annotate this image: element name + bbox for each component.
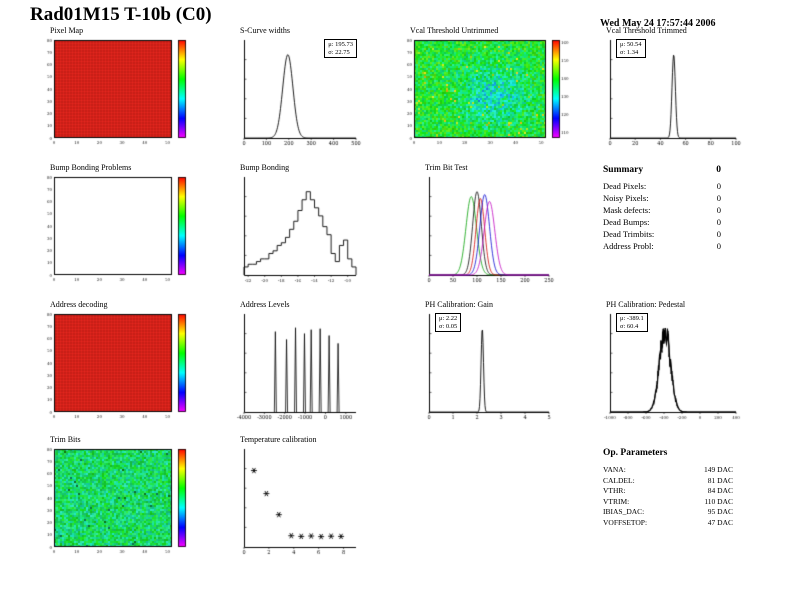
op-value: 81 DAC: [707, 475, 733, 485]
summary-value: 0: [716, 217, 721, 227]
address-levels-canvas: [228, 310, 362, 422]
summary-row-dead-trimbits: Dead Trimbits: 0: [603, 228, 721, 240]
op-label: VTHR:: [603, 486, 626, 495]
address-decoding-canvas: [38, 310, 198, 422]
stats-mu: μ: 195.73: [328, 41, 353, 48]
op-parameters-panel: Op. Parameters VANA: 149 DAC CALDEL: 81 …: [603, 448, 733, 528]
plot-title: Address Levels: [240, 300, 290, 309]
plot-ph-calibration-pedestal: PH Calibration: Pedestal μ: -389.1 σ: 60…: [594, 300, 742, 422]
op-row-vana: VANA: 149 DAC: [603, 465, 733, 476]
op-label: VOFFSETOP:: [603, 517, 648, 527]
op-value: 84 DAC: [707, 486, 733, 495]
timestamp: Wed May 24 17:57:44 2006: [600, 18, 716, 29]
page-title: Rad01M15 T-10b (C0): [30, 4, 212, 25]
plot-title: Temperature calibration: [240, 435, 317, 444]
summary-label: Address Probl:: [603, 241, 654, 251]
vcal-untrimmed-canvas: [398, 36, 572, 148]
summary-label: Noisy Pixels:: [603, 193, 649, 203]
plot-bump-bonding-problems: Bump Bonding Problems: [38, 163, 198, 285]
stats-box: μ: 195.73 σ: 22.75: [324, 39, 357, 58]
summary-value: 0: [716, 193, 721, 203]
summary-row-address-probl: Address Probl: 0: [603, 240, 721, 252]
trim-bits-canvas: [38, 445, 198, 557]
plot-trim-bits: Trim Bits: [38, 435, 198, 557]
summary-row-noisy-pixels: Noisy Pixels: 0: [603, 192, 721, 204]
summary-value: 0: [716, 241, 721, 251]
plot-title: S-Curve widths: [240, 26, 290, 35]
summary-row-dead-pixels: Dead Pixels: 0: [603, 180, 721, 192]
plot-vcal-untrimmed: Vcal Threshold Untrimmed: [398, 26, 572, 148]
op-label: IBIAS_DAC:: [603, 507, 645, 516]
summary-row-mask-defects: Mask defects: 0: [603, 204, 721, 216]
summary-total: 0: [716, 165, 721, 175]
summary-panel: Summary 0 Dead Pixels: 0 Noisy Pixels: 0…: [603, 165, 721, 252]
bump-bonding-problems-canvas: [38, 173, 198, 285]
stats-box: μ: 2.22 σ: 0.05: [435, 313, 462, 332]
summary-value: 0: [716, 181, 721, 191]
stats-box: μ: 50.54 σ: 1.34: [616, 39, 646, 58]
stats-mu: μ: 50.54: [620, 41, 642, 48]
summary-heading: Summary: [603, 165, 644, 175]
op-label: VANA:: [603, 465, 626, 474]
plot-title: Pixel Map: [50, 26, 84, 35]
op-parameters-heading: Op. Parameters: [603, 448, 668, 458]
pixel-map-canvas: [38, 36, 198, 148]
plot-ph-calibration-gain: PH Calibration: Gain μ: 2.22 σ: 0.05: [413, 300, 555, 422]
plot-pixel-map: Pixel Map: [38, 26, 198, 148]
plot-title: Trim Bit Test: [425, 163, 468, 172]
op-row-caldel: CALDEL: 81 DAC: [603, 476, 733, 487]
stats-mu: μ: 2.22: [439, 315, 458, 322]
plot-title: Address decoding: [50, 300, 108, 309]
op-parameters-heading-row: Op. Parameters: [603, 448, 733, 458]
op-label: CALDEL:: [603, 475, 635, 485]
plot-title: PH Calibration: Gain: [425, 300, 493, 309]
stats-sigma: σ: 1.34: [620, 48, 639, 56]
stats-box: μ: -389.1 σ: 60.4: [616, 313, 648, 332]
summary-label: Mask defects:: [603, 205, 651, 215]
plot-title: Bump Bonding: [240, 163, 290, 172]
summary-label: Dead Pixels:: [603, 181, 647, 191]
summary-value: 0: [716, 205, 721, 215]
plot-title: Bump Bonding Problems: [50, 163, 132, 172]
plot-bump-bonding: Bump Bonding: [228, 163, 362, 285]
plot-trim-bit-test: Trim Bit Test: [413, 163, 555, 285]
plot-title: Trim Bits: [50, 435, 81, 444]
plot-address-decoding: Address decoding: [38, 300, 198, 422]
summary-heading-row: Summary 0: [603, 165, 721, 175]
plot-title: PH Calibration: Pedestal: [606, 300, 686, 309]
plot-address-levels: Address Levels: [228, 300, 362, 422]
plot-scurve-widths: S-Curve widths μ: 195.73 σ: 22.75: [228, 26, 362, 148]
summary-label: Dead Trimbits:: [603, 229, 655, 239]
plot-title: Vcal Threshold Trimmed: [606, 26, 687, 35]
stats-sigma: σ: 0.05: [439, 322, 458, 330]
op-value: 47 DAC: [707, 517, 733, 527]
op-value: 149 DAC: [704, 465, 733, 474]
bump-bonding-canvas: [228, 173, 362, 285]
plot-vcal-trimmed: Vcal Threshold Trimmed μ: 50.54 σ: 1.34: [594, 26, 742, 148]
plot-title: Vcal Threshold Untrimmed: [410, 26, 499, 35]
op-row-voffsetop: VOFFSETOP: 47 DAC: [603, 518, 733, 529]
op-value: 95 DAC: [707, 507, 733, 516]
op-row-vthr: VTHR: 84 DAC: [603, 486, 733, 497]
plot-temperature-calibration: Temperature calibration: [228, 435, 362, 557]
op-value: 110 DAC: [704, 496, 733, 506]
stats-sigma: σ: 22.75: [328, 48, 350, 56]
stats-mu: μ: -389.1: [620, 315, 644, 322]
temperature-calibration-canvas: [228, 445, 362, 557]
op-label: VTRIM:: [603, 496, 630, 506]
summary-value: 0: [716, 229, 721, 239]
summary-label: Dead Bumps:: [603, 217, 650, 227]
op-row-vtrim: VTRIM: 110 DAC: [603, 497, 733, 508]
trim-bit-test-canvas: [413, 173, 555, 285]
summary-row-dead-bumps: Dead Bumps: 0: [603, 216, 721, 228]
op-row-ibias-dac: IBIAS_DAC: 95 DAC: [603, 507, 733, 518]
stats-sigma: σ: 60.4: [620, 322, 639, 330]
